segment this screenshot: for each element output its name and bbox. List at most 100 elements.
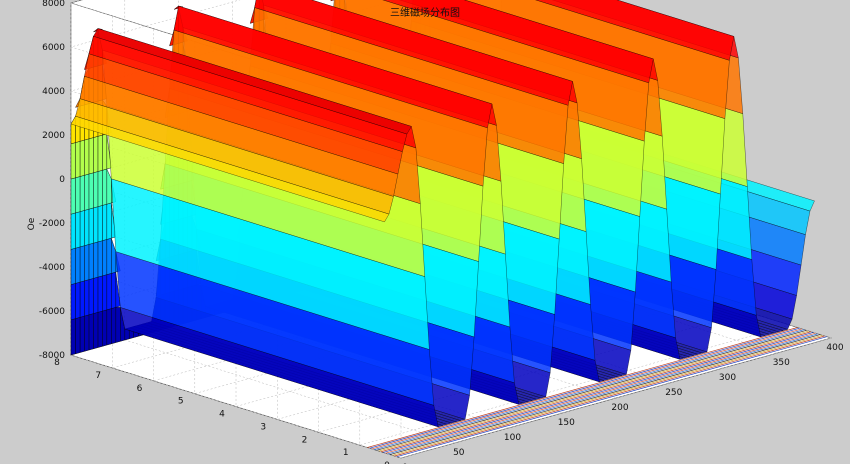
floor-trace — [371, 328, 803, 450]
surface-band — [84, 208, 90, 246]
surface-band — [93, 206, 99, 244]
surface-band — [106, 202, 112, 240]
surface-band — [70, 318, 76, 356]
y-tick-label: 4 — [219, 410, 225, 420]
z-tick-label: -6000 — [39, 307, 65, 317]
surface-band — [75, 211, 81, 249]
surface-strip — [535, 0, 735, 61]
z-tick-label: 8000 — [42, 0, 65, 9]
surface-band — [88, 278, 94, 316]
z-axis-label: Oe — [27, 217, 37, 230]
x-tick-label: 250 — [665, 388, 682, 398]
y-tick-label: 6 — [137, 384, 143, 394]
surface-band — [111, 307, 117, 345]
surface-band — [111, 271, 117, 309]
surface-band — [93, 241, 99, 279]
surface-band — [79, 210, 85, 248]
surface-band — [75, 176, 81, 214]
x-tick-label: 350 — [773, 358, 790, 368]
surface-band — [93, 312, 99, 350]
surface-band — [88, 137, 94, 175]
x-tick-label: 100 — [504, 433, 521, 443]
surface-band — [84, 279, 90, 317]
surface-band — [102, 239, 108, 277]
surface-band — [79, 139, 85, 177]
chart-title: 三维磁场分布图 — [390, 6, 460, 19]
surface-band — [106, 308, 112, 346]
y-tick-label: 2 — [302, 435, 308, 445]
surface-band — [102, 274, 108, 312]
surface-band — [88, 313, 94, 351]
surface-band — [88, 207, 94, 245]
surface-band — [70, 283, 76, 321]
floor-trace — [374, 329, 805, 450]
surface-band — [97, 240, 103, 278]
surface-band — [84, 314, 90, 352]
x-tick-label: 50 — [453, 448, 465, 458]
surface-band — [115, 307, 121, 343]
y-tick-label: 8 — [54, 358, 60, 368]
surface-band — [106, 273, 112, 311]
surface-band — [102, 168, 108, 206]
z-tick-label: 2000 — [42, 131, 65, 141]
surface-band — [88, 172, 94, 210]
surface-band — [88, 242, 94, 280]
surface-band — [84, 173, 90, 211]
surface-band — [97, 205, 103, 243]
y-tick-label: 3 — [260, 422, 266, 432]
surface-band — [93, 171, 99, 209]
surface-strip — [70, 116, 390, 223]
floor-trace — [367, 327, 798, 448]
floor-trace — [383, 332, 814, 453]
surface-band — [102, 133, 108, 171]
z-tick-label: 0 — [59, 175, 65, 185]
x-tick-label: 300 — [719, 373, 736, 383]
x-tick-label: 400 — [826, 343, 843, 353]
surface-band — [75, 246, 81, 284]
floor-trace — [380, 331, 812, 453]
surface-band — [79, 175, 85, 212]
surface-band — [97, 134, 103, 172]
floor-trace — [394, 335, 825, 457]
surface-band — [102, 309, 108, 347]
surface-band — [79, 315, 85, 353]
surface — [70, 0, 815, 428]
x-tick-label: 150 — [558, 418, 575, 428]
z-tick-label: 6000 — [42, 43, 65, 53]
surface-band — [79, 280, 85, 318]
surface-band — [70, 247, 76, 285]
z-tick-label: -8000 — [39, 351, 65, 361]
surface-band — [75, 281, 81, 319]
floor-trace — [376, 330, 807, 451]
y-tick-label: 7 — [95, 371, 101, 381]
surface-band — [70, 212, 76, 250]
floor-trace — [392, 334, 823, 456]
y-tick-label: 1 — [343, 448, 349, 458]
surface-band — [97, 170, 103, 207]
floor-trace — [385, 332, 816, 454]
y-tick-label: 5 — [178, 397, 184, 407]
floor-trace — [389, 334, 821, 455]
surface-band — [102, 203, 108, 241]
surface-band — [93, 136, 99, 174]
floor-trace — [378, 330, 809, 452]
floor-trace — [369, 327, 800, 449]
surface-band — [93, 276, 99, 314]
z-tick-label: -4000 — [39, 263, 65, 273]
surface-band — [330, 0, 335, 2]
floor-lines — [367, 327, 827, 458]
surface-band — [75, 141, 81, 179]
surface-band — [106, 237, 112, 275]
z-tick-label: 4000 — [42, 87, 65, 97]
z-tick-label: -2000 — [39, 219, 65, 229]
surface-band — [79, 245, 85, 283]
surface-band — [97, 275, 103, 313]
surface-band — [70, 142, 76, 180]
surface-band — [75, 317, 81, 355]
surface-band — [97, 310, 103, 348]
surface-band — [84, 244, 90, 282]
surface-band — [70, 177, 76, 215]
y-tick-label: 0 — [384, 461, 390, 464]
